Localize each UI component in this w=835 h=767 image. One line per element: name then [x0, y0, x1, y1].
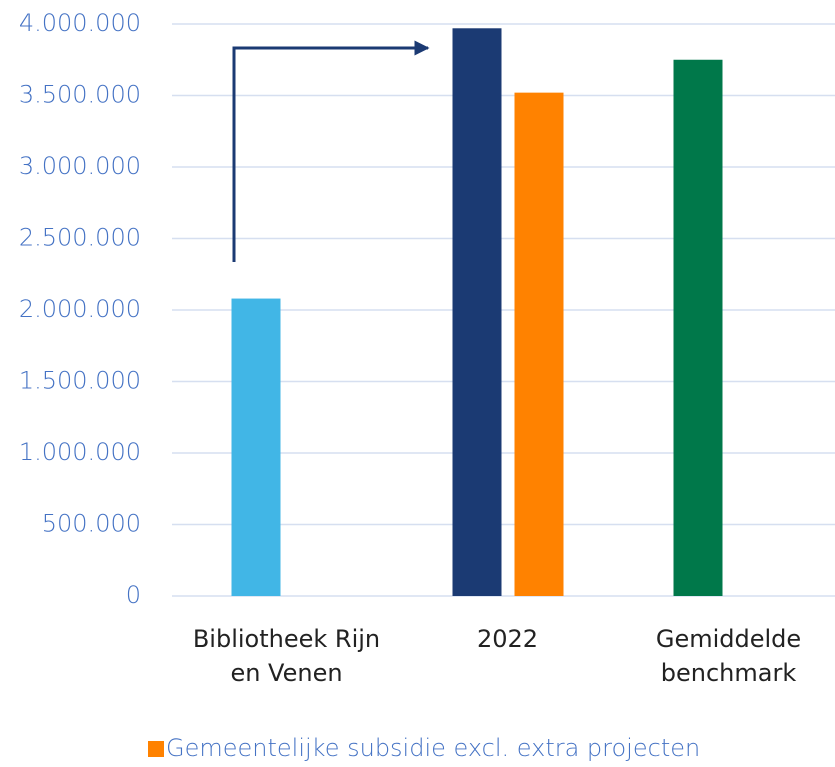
- x-tick-label: 2022: [476, 625, 539, 653]
- y-tick-label: 4.000.000: [19, 9, 141, 37]
- x-tick-label: Gemiddelde benchmark: [655, 625, 802, 687]
- y-tick-label: 1.500.000: [19, 367, 141, 395]
- y-tick-label: 0: [126, 581, 141, 609]
- y-tick-label: 2.500.000: [19, 224, 141, 252]
- bar: [514, 92, 564, 596]
- y-tick-label: 3.500.000: [19, 81, 141, 109]
- y-tick-label: 500.000: [42, 510, 141, 538]
- arrow: [232, 40, 430, 262]
- legend-label: Gemeentelijke subsidie excl. extra proje…: [166, 734, 700, 762]
- y-tick-label: 2.000.000: [19, 295, 141, 323]
- y-tick-label: 1.000.000: [19, 438, 141, 466]
- legend-swatch: [148, 741, 164, 757]
- bar: [231, 298, 281, 596]
- bar: [673, 59, 723, 596]
- bar: [452, 28, 502, 597]
- y-tick-label: 3.000.000: [19, 152, 141, 180]
- x-tick-label: Bibliotheek Rijn en Venen: [192, 625, 381, 687]
